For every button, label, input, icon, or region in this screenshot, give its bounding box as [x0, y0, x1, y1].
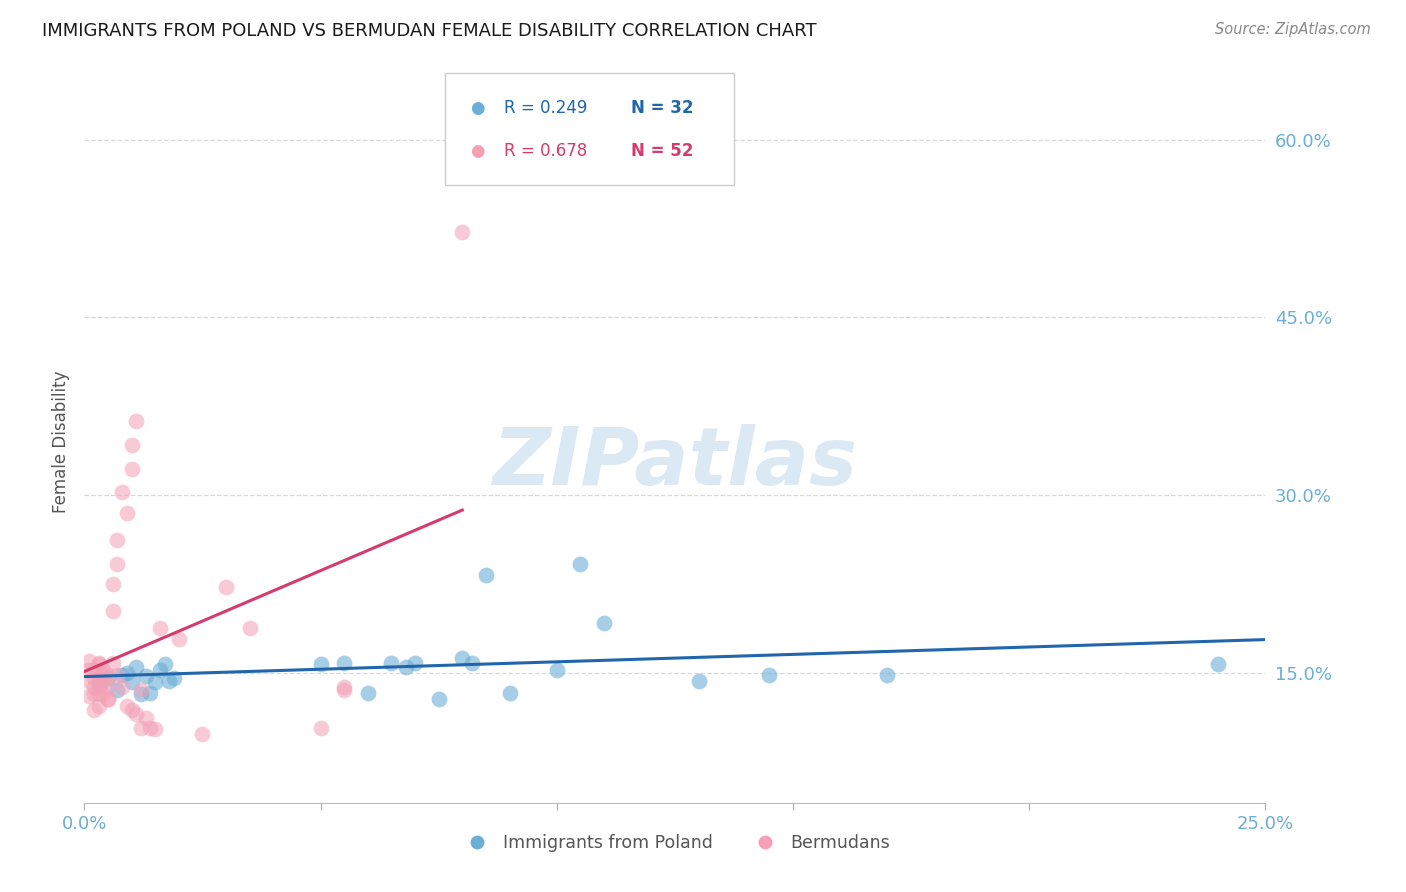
Text: IMMIGRANTS FROM POLAND VS BERMUDAN FEMALE DISABILITY CORRELATION CHART: IMMIGRANTS FROM POLAND VS BERMUDAN FEMAL… — [42, 22, 817, 40]
Point — [87, 656, 110, 670]
Point — [149, 663, 172, 677]
Point — [107, 683, 129, 698]
Point — [111, 668, 134, 682]
Text: N = 52: N = 52 — [631, 142, 693, 160]
Point — [121, 703, 143, 717]
Point — [77, 673, 100, 688]
Point — [101, 656, 124, 670]
Point — [107, 533, 129, 547]
Point — [111, 680, 134, 694]
Point — [139, 686, 162, 700]
Point — [163, 672, 186, 686]
Point — [427, 691, 450, 706]
Text: Source: ZipAtlas.com: Source: ZipAtlas.com — [1215, 22, 1371, 37]
Point — [101, 604, 124, 618]
Point — [380, 656, 402, 670]
Point — [115, 698, 138, 713]
Point — [121, 675, 143, 690]
Text: ●: ● — [471, 142, 485, 160]
Point — [129, 687, 152, 701]
Point — [125, 659, 148, 673]
Point — [139, 721, 162, 735]
Y-axis label: Female Disability: Female Disability — [52, 370, 70, 513]
Point — [87, 677, 110, 691]
Point — [115, 506, 138, 520]
Point — [309, 657, 332, 672]
Point — [129, 683, 152, 698]
Point — [143, 675, 166, 690]
Point — [451, 225, 474, 239]
Point — [153, 657, 176, 672]
Point — [87, 657, 110, 672]
Point — [101, 576, 124, 591]
Point — [107, 668, 129, 682]
Point — [125, 414, 148, 428]
Point — [97, 668, 120, 682]
Text: R = 0.678: R = 0.678 — [503, 142, 586, 160]
Point — [83, 663, 105, 677]
Point — [83, 672, 105, 686]
Text: N = 32: N = 32 — [631, 99, 693, 117]
Text: ZIPatlas: ZIPatlas — [492, 425, 858, 502]
Point — [357, 686, 380, 700]
Point — [404, 656, 426, 670]
Point — [121, 438, 143, 452]
Point — [569, 557, 592, 571]
Point — [167, 632, 190, 647]
Point — [97, 691, 120, 706]
Text: ●: ● — [471, 99, 485, 117]
Point — [135, 710, 157, 724]
Point — [451, 651, 474, 665]
Point — [498, 686, 520, 700]
Point — [394, 659, 416, 673]
Point — [239, 620, 262, 634]
Point — [87, 687, 110, 701]
Point — [91, 668, 114, 682]
Point — [333, 683, 356, 698]
Point — [97, 672, 120, 686]
Point — [1206, 657, 1229, 672]
Point — [121, 462, 143, 476]
FancyBboxPatch shape — [444, 73, 734, 185]
Legend: Immigrants from Poland, Bermudans: Immigrants from Poland, Bermudans — [453, 827, 897, 859]
Point — [115, 665, 138, 680]
Point — [83, 680, 105, 694]
Point — [475, 568, 498, 582]
Point — [876, 668, 898, 682]
Point — [97, 680, 120, 694]
Point — [91, 687, 114, 701]
Point — [87, 698, 110, 713]
Point — [191, 727, 214, 741]
Point — [157, 673, 180, 688]
Point — [87, 680, 110, 694]
Point — [333, 656, 356, 670]
Point — [461, 656, 484, 670]
Point — [77, 654, 100, 668]
Point — [97, 691, 120, 706]
Point — [111, 485, 134, 500]
Point — [107, 557, 129, 571]
Point — [129, 721, 152, 735]
Point — [593, 615, 616, 630]
Point — [77, 689, 100, 703]
Point — [91, 663, 114, 677]
Point — [83, 703, 105, 717]
Point — [688, 673, 710, 688]
Point — [91, 675, 114, 690]
Point — [215, 580, 238, 594]
Point — [143, 723, 166, 737]
Text: R = 0.249: R = 0.249 — [503, 99, 586, 117]
Point — [758, 668, 780, 682]
Point — [149, 620, 172, 634]
Point — [135, 669, 157, 683]
Point — [309, 721, 332, 735]
Point — [125, 706, 148, 721]
Point — [77, 663, 100, 677]
Point — [546, 663, 568, 677]
Point — [83, 687, 105, 701]
Point — [333, 680, 356, 694]
Point — [87, 672, 110, 686]
